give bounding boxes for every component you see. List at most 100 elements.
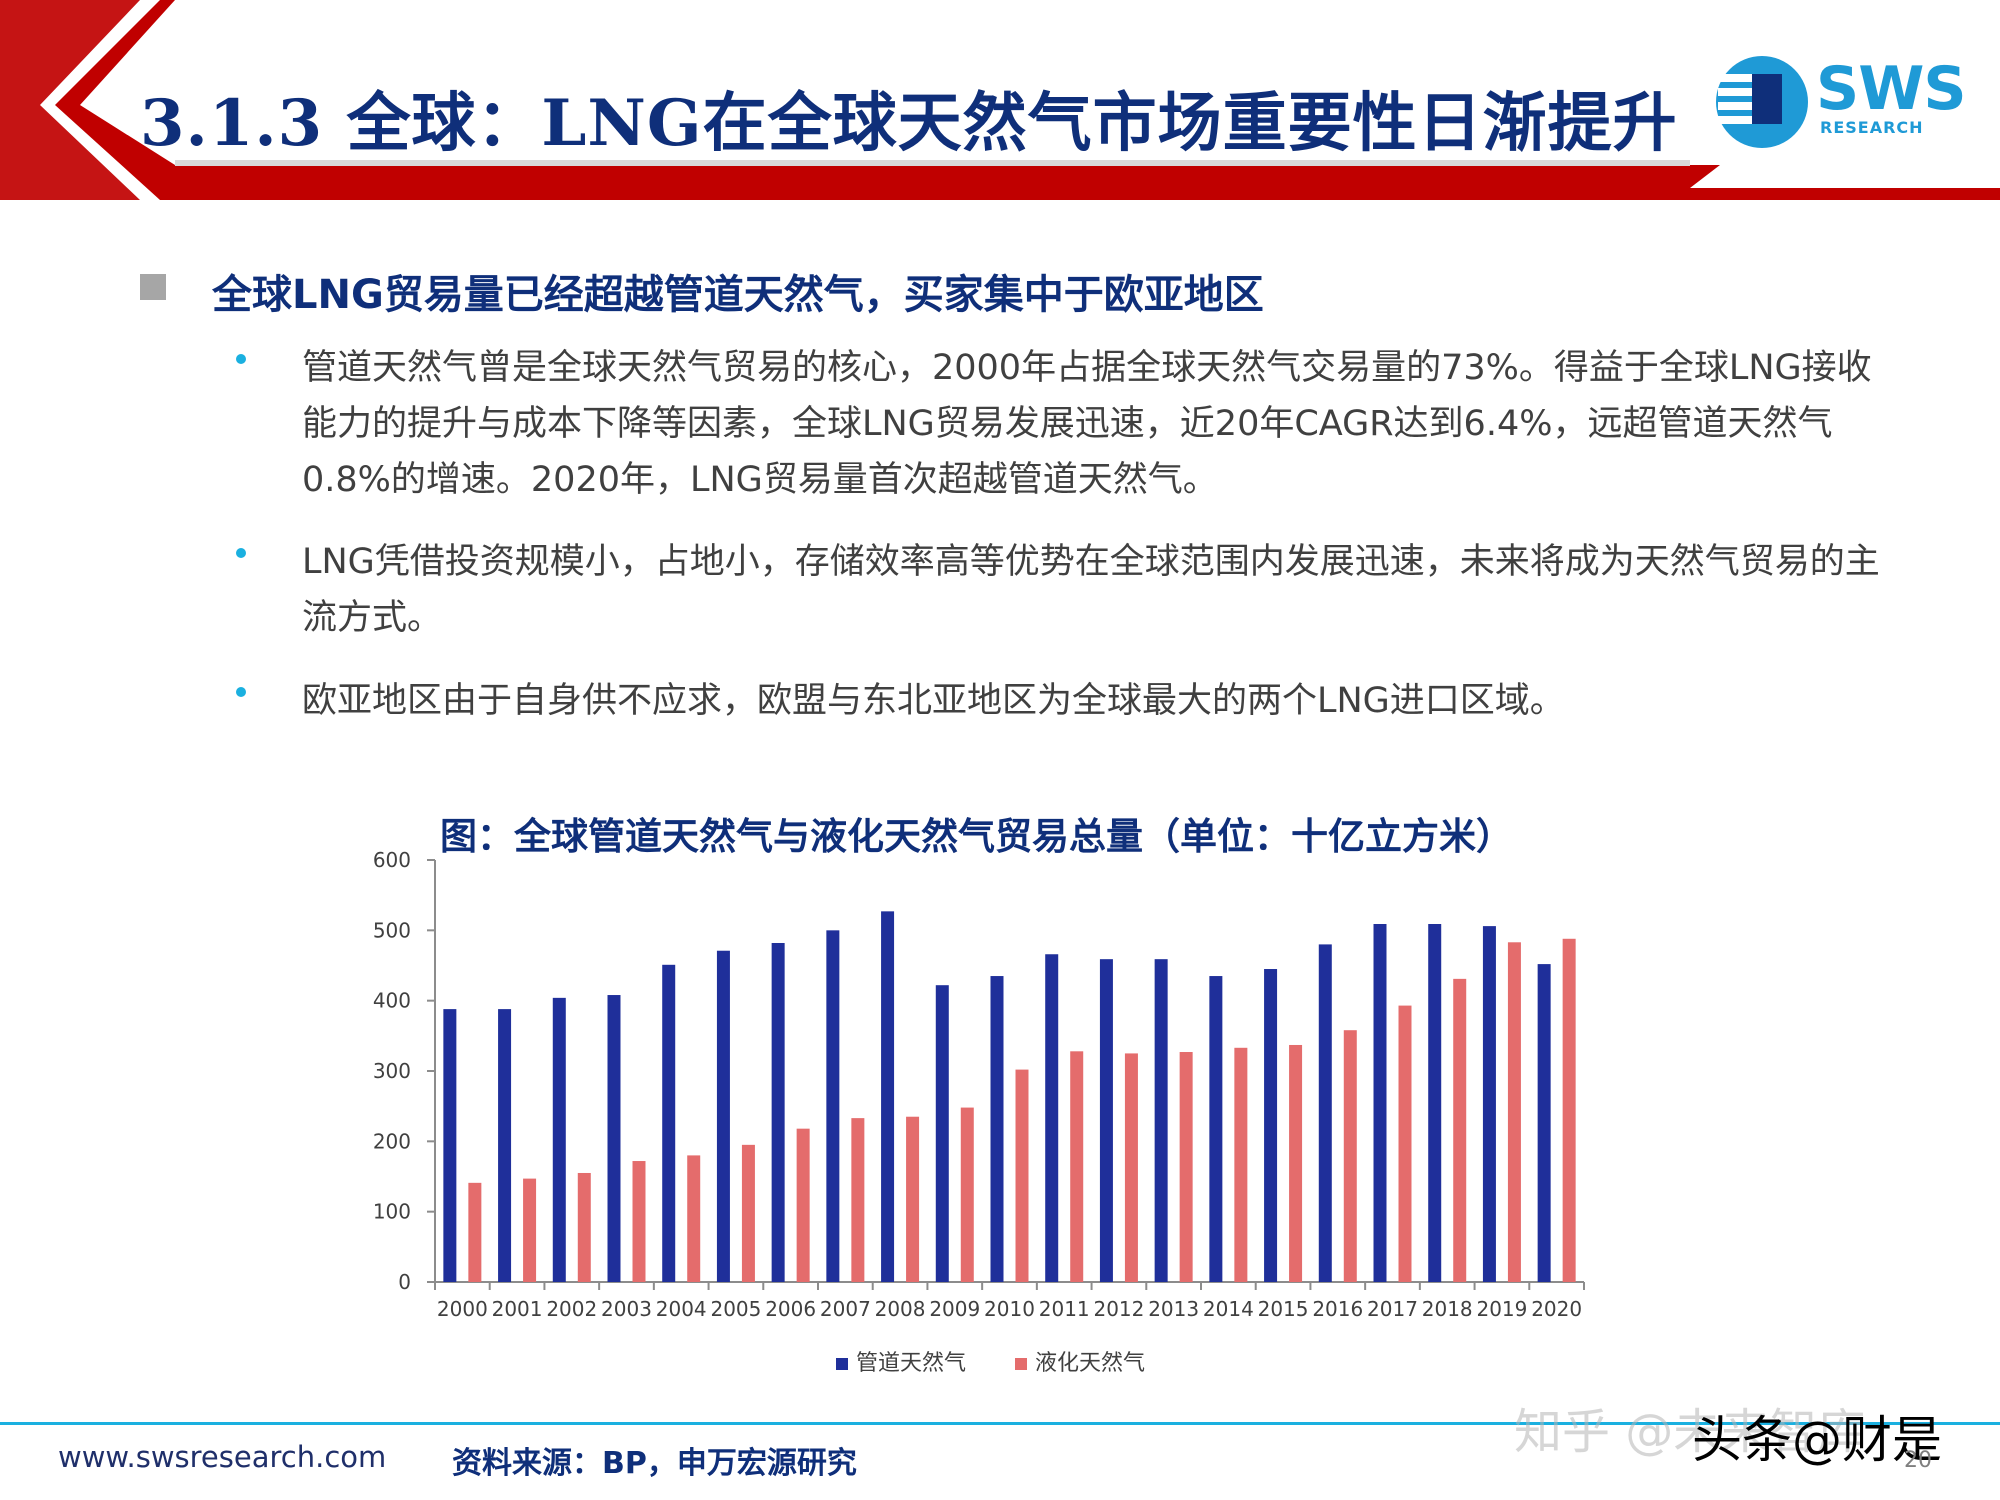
legend-label-lng: 液化天然气	[1035, 1351, 1146, 1376]
bar-pipeline	[1373, 924, 1387, 1282]
bullet-dot-icon	[236, 548, 246, 558]
bar-lng	[960, 1107, 974, 1282]
y-tick-label: 500	[373, 918, 411, 942]
bar-pipeline	[1428, 924, 1442, 1282]
logo-subtext: RESEARCH	[1820, 118, 1924, 137]
watermark-toutiao: 头条@财是	[1692, 1411, 1942, 1469]
bar-pipeline	[935, 985, 949, 1282]
chart-legend: 管道天然气 液化天然气	[836, 1345, 1187, 1381]
header-band	[0, 0, 2000, 200]
bar-pipeline	[990, 976, 1004, 1282]
slide-title: 3.1.3 全球：LNG在全球天然气市场重要性日渐提升	[140, 86, 1678, 161]
x-tick-label: 2013	[1148, 1297, 1199, 1321]
x-tick-label: 2007	[820, 1297, 871, 1321]
bar-lng	[523, 1178, 537, 1282]
bar-pipeline	[1318, 944, 1332, 1282]
bar-lng	[468, 1182, 482, 1282]
x-tick-label: 2003	[601, 1297, 652, 1321]
bar-pipeline	[716, 950, 730, 1282]
bar-lng	[632, 1161, 646, 1282]
page-number: 20	[1904, 1448, 1932, 1473]
footer-divider	[0, 1422, 2000, 1425]
legend-swatch-pipeline	[836, 1358, 848, 1370]
bullet-item: 欧亚地区由于自身供不应求，欧盟与东北亚地区为全球最大的两个LNG进口区域。	[236, 673, 1896, 731]
bar-lng	[1453, 978, 1467, 1282]
bar-lng	[1015, 1069, 1029, 1282]
x-tick-label: 2010	[984, 1297, 1035, 1321]
bar-pipeline	[1154, 959, 1168, 1282]
bar-pipeline	[1264, 969, 1278, 1282]
bar-pipeline	[771, 942, 785, 1282]
bar-lng	[906, 1116, 920, 1282]
x-tick-label: 2019	[1476, 1297, 1527, 1321]
x-tick-label: 2008	[875, 1297, 926, 1321]
bar-pipeline	[552, 997, 566, 1282]
logo-text: SWS	[1816, 54, 1967, 124]
bar-lng	[577, 1172, 591, 1282]
x-tick-label: 2011	[1039, 1297, 1090, 1321]
bar-pipeline	[1537, 964, 1551, 1282]
x-tick-label: 2016	[1312, 1297, 1363, 1321]
footer-source: 资料来源：BP，申万宏源研究	[452, 1446, 857, 1481]
bar-lng	[1234, 1047, 1248, 1282]
bullet-dot-icon	[236, 354, 246, 364]
bar-lng	[741, 1144, 755, 1282]
bullet-text: 欧亚地区由于自身供不应求，欧盟与东北亚地区为全球最大的两个LNG进口区域。	[302, 681, 1565, 721]
bar-pipeline	[881, 911, 895, 1282]
bar-lng	[851, 1118, 865, 1282]
y-tick-label: 400	[373, 989, 411, 1013]
section-heading-text: 全球LNG贸易量已经超越管道天然气，买家集中于欧亚地区	[212, 272, 1264, 318]
sws-logo: SWS RESEARCH	[1712, 52, 1972, 152]
bar-lng	[1343, 1030, 1357, 1282]
header-shadow-chevron	[0, 0, 140, 200]
bar-pipeline	[1482, 926, 1496, 1282]
bullet-text: LNG凭借投资规模小，占地小，存储效率高等优势在全球范围内发展迅速，未来将成为天…	[302, 542, 1880, 638]
bar-lng	[1398, 1005, 1412, 1282]
x-tick-label: 2012	[1093, 1297, 1144, 1321]
y-tick-label: 300	[373, 1059, 411, 1083]
x-tick-label: 2000	[437, 1297, 488, 1321]
x-tick-label: 2017	[1367, 1297, 1418, 1321]
bar-lng	[796, 1128, 810, 1282]
bar-lng	[1179, 1052, 1193, 1282]
bullet-dot-icon	[236, 687, 246, 697]
bar-lng	[1507, 942, 1521, 1282]
bullet-item: 管道天然气曾是全球天然气贸易的核心，2000年占据全球天然气交易量的73%。得益…	[236, 340, 1896, 510]
x-tick-label: 2001	[492, 1297, 543, 1321]
legend-item-pipeline: 管道天然气	[836, 1345, 966, 1377]
bullet-item: LNG凭借投资规模小，占地小，存储效率高等优势在全球范围内发展迅速，未来将成为天…	[236, 534, 1896, 648]
header-gray-strip	[175, 160, 1690, 166]
bar-lng	[1070, 1051, 1084, 1282]
footer-url-link[interactable]: www.swsresearch.com	[58, 1440, 387, 1474]
x-tick-label: 2005	[710, 1297, 761, 1321]
y-tick-label: 0	[398, 1270, 411, 1294]
bullet-text: 管道天然气曾是全球天然气贸易的核心，2000年占据全球天然气交易量的73%。得益…	[302, 348, 1872, 500]
legend-item-lng: 液化天然气	[1015, 1345, 1145, 1377]
x-tick-label: 2015	[1258, 1297, 1309, 1321]
bar-lng	[687, 1155, 701, 1282]
x-tick-label: 2018	[1422, 1297, 1473, 1321]
x-tick-label: 2014	[1203, 1297, 1254, 1321]
bar-pipeline	[1209, 976, 1223, 1282]
watermark-zhihu: 知乎 @未来智库	[1514, 1404, 1866, 1460]
x-tick-label: 2020	[1531, 1297, 1582, 1321]
legend-swatch-lng	[1015, 1358, 1028, 1370]
bar-pipeline	[607, 995, 621, 1282]
bar-lng	[1124, 1053, 1138, 1282]
x-tick-label: 2004	[656, 1297, 707, 1321]
bar-lng	[1289, 1044, 1303, 1282]
x-tick-label: 2006	[765, 1297, 816, 1321]
x-tick-label: 2009	[929, 1297, 980, 1321]
y-tick-label: 200	[373, 1129, 411, 1153]
sws-globe-icon	[1716, 56, 1808, 148]
x-tick-label: 2002	[546, 1297, 597, 1321]
y-tick-label: 100	[373, 1200, 411, 1224]
bar-lng	[1562, 938, 1576, 1282]
bar-pipeline	[1099, 959, 1113, 1282]
bar-pipeline	[1045, 954, 1059, 1282]
bar-pipeline	[498, 1009, 512, 1282]
legend-label-pipeline: 管道天然气	[856, 1351, 967, 1376]
bar-pipeline	[826, 930, 840, 1282]
heading-square-icon	[140, 274, 166, 300]
